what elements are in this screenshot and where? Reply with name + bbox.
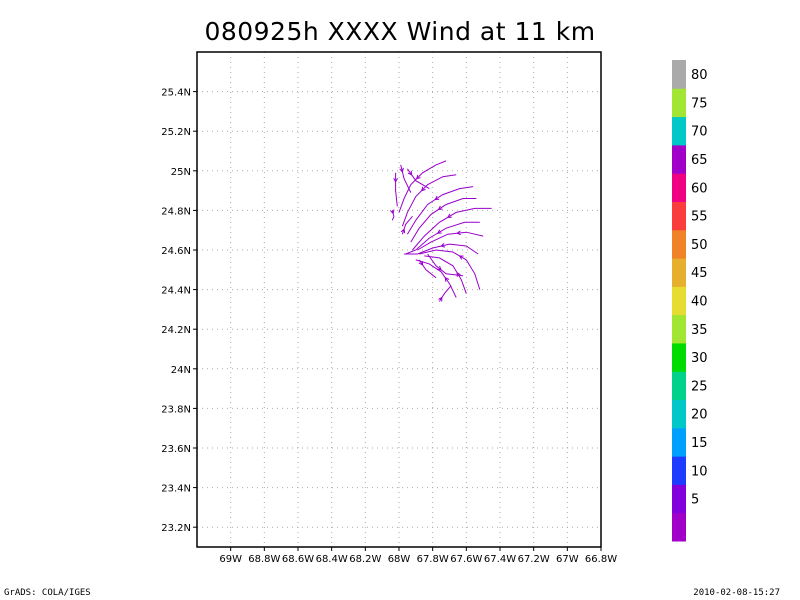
streamline — [412, 207, 492, 251]
streamline-arrow — [444, 276, 450, 282]
streamline-arrow — [446, 213, 452, 218]
grid-lines — [197, 52, 601, 547]
streamline-arrow — [399, 167, 404, 173]
colorbar-segment — [672, 258, 686, 287]
streamline-arrow — [436, 229, 442, 234]
streamline-arrow — [440, 243, 446, 248]
y-tick-label: 24.8N — [161, 206, 191, 217]
streamline — [424, 255, 467, 294]
streamline — [438, 285, 452, 302]
y-tick-label: 25.2N — [161, 127, 191, 138]
y-tick-label: 23.6N — [161, 444, 191, 455]
colorbar-label: 15 — [691, 436, 708, 451]
y-tick-label: 24.6N — [161, 246, 191, 257]
colorbar-label: 50 — [691, 238, 708, 253]
colorbar-label: 55 — [691, 210, 708, 225]
streamline — [395, 172, 398, 207]
x-tick-label: 66.8W — [585, 554, 617, 565]
colorbar-segment — [672, 314, 686, 344]
streamline-arrow — [437, 265, 442, 271]
colorbar-label: 45 — [691, 266, 708, 281]
x-tick-label: 68.8W — [248, 554, 280, 565]
y-tick-label: 24.2N — [161, 325, 191, 336]
x-tick-label: 68.2W — [349, 554, 381, 565]
colorbar-segment — [672, 286, 686, 316]
colorbar-segment — [672, 456, 686, 485]
streamline — [417, 231, 484, 251]
streamline — [406, 168, 430, 190]
x-tick-label: 67.2W — [518, 554, 550, 565]
footer-credit: GrADS: COLA/IGES — [4, 588, 91, 598]
y-tick-label: 25N — [171, 167, 191, 178]
y-tick-label: 24N — [171, 365, 191, 376]
x-tick-label: 67W — [556, 554, 579, 565]
colorbar-label: 35 — [691, 323, 708, 338]
streamline — [400, 164, 412, 193]
x-axis-ticks: 69W 68.8W 68.6W 68.4W 68.2W 68W 67.8W 67.6W 67.4… — [219, 547, 617, 565]
colorbar-label: 10 — [691, 464, 708, 479]
x-tick-label: 69W — [219, 554, 242, 565]
x-tick-label: 68W — [388, 554, 411, 565]
y-axis-ticks: 23.2N 23.4N 23.6N 23.8N 24N 24.2N 24.4N 24.6N 24… — [161, 88, 197, 534]
colorbar-segment — [672, 88, 686, 118]
streamline-arrow — [434, 195, 440, 201]
streamline-arrow — [393, 177, 399, 183]
y-tick-label: 24.4N — [161, 286, 191, 297]
colorbar-segment — [672, 229, 686, 259]
colorbar-segment — [672, 512, 686, 542]
streamline-arrow — [389, 209, 395, 215]
colorbar-segment — [672, 144, 686, 174]
streamline-arrow — [438, 296, 443, 302]
colorbar-label: 5 — [691, 493, 699, 508]
x-tick-label: 67.8W — [417, 554, 449, 565]
colorbar-segment — [672, 342, 686, 372]
colorbar-label: 25 — [691, 379, 708, 394]
x-tick-label: 67.6W — [450, 554, 482, 565]
colorbar-label: 30 — [691, 351, 708, 366]
colorbar-label: 65 — [691, 153, 708, 168]
y-tick-label: 23.4N — [161, 484, 191, 495]
streamline — [415, 259, 457, 298]
streamline-arrow — [437, 205, 443, 210]
colorbar: 5 10 15 20 25 30 35 40 45 50 55 60 65 70 75 80 — [672, 60, 708, 542]
colorbar-label: 40 — [691, 295, 708, 310]
x-tick-label: 68.4W — [316, 554, 348, 565]
streamline-arrow — [415, 174, 421, 180]
colorbar-label: 70 — [691, 125, 708, 140]
x-tick-label: 68.6W — [282, 554, 314, 565]
chart-title: 080925h XXXX Wind at 11 km — [204, 17, 596, 46]
colorbar-label: 80 — [691, 68, 708, 83]
y-tick-label: 23.2N — [161, 523, 191, 534]
colorbar-segment — [672, 371, 686, 401]
x-tick-label: 67.4W — [484, 554, 516, 565]
streamlines — [389, 160, 492, 302]
streamline — [398, 160, 447, 213]
colorbar-label: 75 — [691, 96, 708, 111]
streamline-arrow — [420, 186, 426, 192]
y-tick-label: 23.8N — [161, 404, 191, 415]
streamline — [418, 259, 437, 279]
colorbar-label: 60 — [691, 181, 708, 196]
colorbar-label: 20 — [691, 408, 708, 423]
colorbar-segment — [672, 201, 686, 231]
streamline — [405, 221, 480, 255]
streamline-arrow — [458, 255, 464, 260]
colorbar-segment — [672, 173, 686, 202]
streamline-arrow — [407, 170, 413, 176]
colorbar-segment — [672, 116, 686, 146]
footer-timestamp: 2010-02-08-15:27 — [693, 588, 780, 598]
streamline — [401, 215, 413, 235]
colorbar-segment — [672, 399, 686, 429]
streamline-arrow — [400, 228, 406, 234]
colorbar-segment — [672, 60, 686, 89]
streamline-arrow — [456, 230, 461, 236]
streamline-arrow — [418, 260, 424, 266]
y-tick-label: 25.4N — [161, 88, 191, 99]
colorbar-segment — [672, 427, 686, 457]
colorbar-segment — [672, 484, 686, 514]
